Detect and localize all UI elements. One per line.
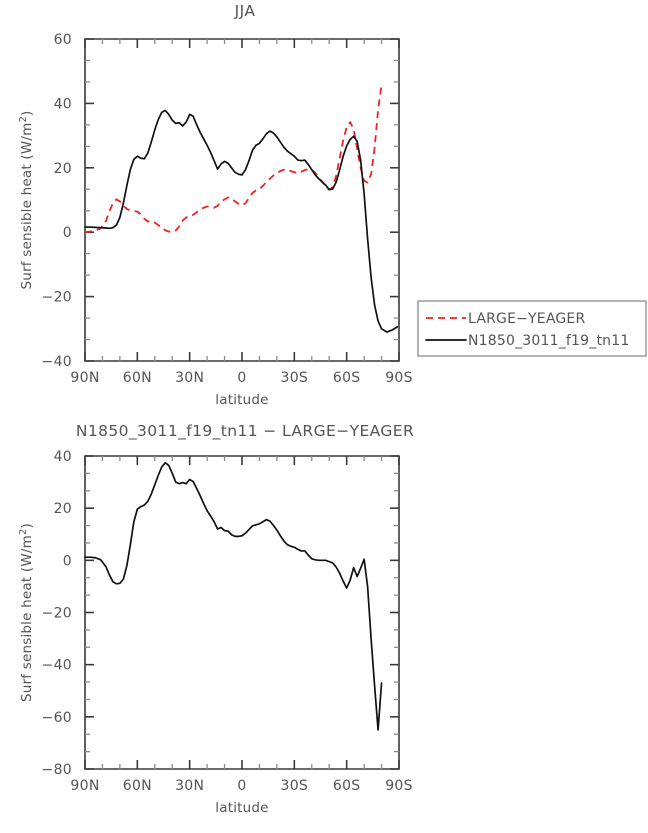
- y-tick-label-bottom-5: −60: [42, 710, 72, 726]
- y-tick-label-bottom-3: −20: [42, 606, 72, 622]
- x-tick-label-top-6: 90S: [385, 370, 413, 386]
- x-tick-label-top-1: 60N: [123, 370, 152, 386]
- legend-label-0: LARGE−YEAGER: [468, 311, 585, 327]
- y-tick-label-bottom-2: 0: [63, 553, 72, 569]
- y-axis-label-text-bottom: Surf sensible heat (W/m2): [18, 523, 36, 702]
- y-tick-label-top-4: −20: [42, 290, 72, 306]
- y-tick-label-top-1: 40: [54, 96, 72, 112]
- legend: LARGE−YEAGER N1850_3011_f19_tn11: [417, 300, 647, 357]
- x-axis-label-bottom: latitude: [215, 800, 268, 816]
- y-axis-label-bottom: Surf sensible heat (W/m2): [18, 523, 36, 702]
- panel-title-top: JJA: [234, 2, 256, 20]
- x-tick-label-bottom-2: 30N: [175, 778, 204, 794]
- y-axis-label-main-bottom: Surf sensible heat (W/m: [19, 535, 35, 702]
- x-axis-label-top: latitude: [215, 392, 268, 408]
- x-tick-label-top-5: 60S: [333, 370, 361, 386]
- legend-label-1: N1850_3011_f19_tn11: [468, 333, 629, 349]
- y-axis-label-main-top: Surf sensible heat (W/m: [19, 123, 35, 290]
- y-tick-label-bottom-1: 20: [54, 501, 72, 517]
- panel-bottom: N1850_3011_f19_tn11 − LARGE−YEAGER40200−…: [18, 422, 414, 816]
- y-axis-label-text-top: Surf sensible heat (W/m2): [18, 111, 36, 290]
- x-tick-label-top-0: 90N: [70, 370, 99, 386]
- legend-entry-1[interactable]: N1850_3011_f19_tn11: [425, 333, 629, 349]
- plot-frame-bottom: [84, 455, 400, 770]
- plot-frame-top: [84, 38, 400, 362]
- legend-entry-0[interactable]: LARGE−YEAGER: [426, 311, 585, 327]
- series-line-bottom-0: [84, 461, 383, 731]
- x-tick-label-bottom-4: 30S: [281, 778, 309, 794]
- x-tick-label-bottom-6: 90S: [385, 778, 413, 794]
- y-axis-label-top: Surf sensible heat (W/m2): [18, 111, 36, 290]
- y-tick-label-top-5: −40: [42, 354, 72, 370]
- y-axis-label-exponent-bottom: 2: [18, 528, 29, 535]
- series-line-top-0: [84, 84, 383, 234]
- x-tick-label-top-2: 30N: [175, 370, 204, 386]
- y-axis-label-exponent-top: 2: [18, 116, 29, 123]
- series-line-top-1: [84, 109, 399, 333]
- panel-title-bottom: N1850_3011_f19_tn11 − LARGE−YEAGER: [76, 422, 414, 441]
- legend-box: [417, 300, 647, 357]
- y-tick-label-top-2: 20: [54, 161, 72, 177]
- x-tick-label-bottom-1: 60N: [123, 778, 152, 794]
- y-axis-label-close-top: ): [19, 111, 35, 116]
- y-tick-label-bottom-6: −80: [42, 762, 72, 778]
- x-tick-label-bottom-0: 90N: [70, 778, 99, 794]
- x-tick-label-bottom-5: 60S: [333, 778, 361, 794]
- y-tick-label-bottom-0: 40: [54, 449, 72, 465]
- y-tick-label-top-0: 60: [54, 32, 72, 48]
- x-tick-label-top-3: 0: [237, 370, 246, 386]
- y-tick-label-top-3: 0: [63, 225, 72, 241]
- y-tick-label-bottom-4: −40: [42, 658, 72, 674]
- x-tick-label-bottom-3: 0: [237, 778, 246, 794]
- y-axis-label-close-bottom: ): [19, 523, 35, 528]
- x-tick-label-top-4: 30S: [281, 370, 309, 386]
